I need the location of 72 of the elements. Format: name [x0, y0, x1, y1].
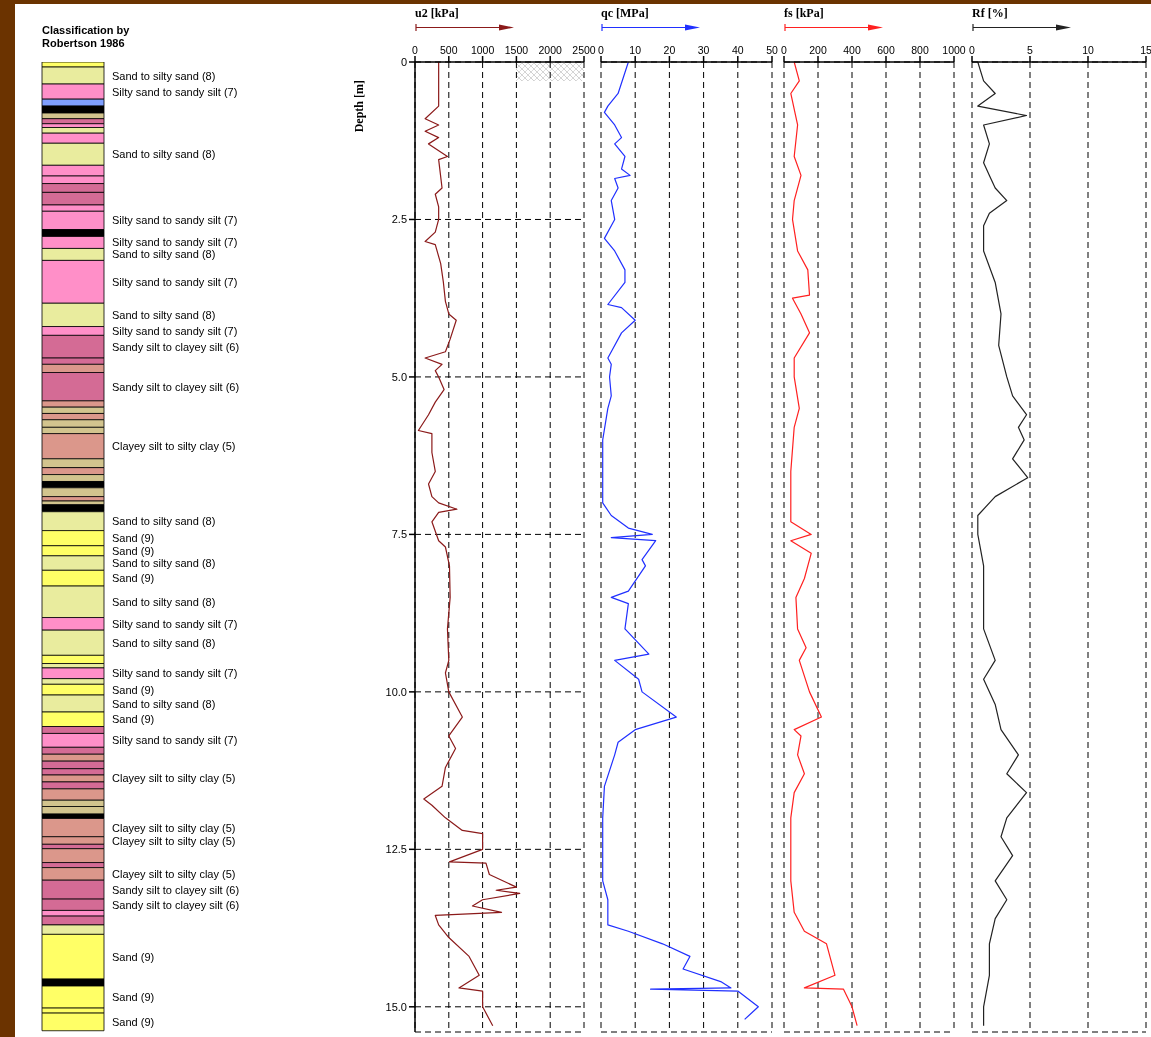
series-label: Sand to silty sand (8) [112, 69, 216, 82]
x-tick-label: 30 [697, 44, 710, 56]
series-label: Clayey silt to silty clay (5) [112, 440, 236, 453]
series-label: Sand (9) [112, 713, 155, 726]
x-axis-title: Rf [%] [972, 6, 1008, 20]
bar [41, 667, 105, 680]
x-axis-title: qc [MPa] [601, 6, 649, 20]
series-label: Sand (9) [112, 683, 155, 696]
series-label: Clayey silt to silty clay (5) [112, 834, 236, 847]
x-tick-label: 15 [1140, 44, 1151, 56]
line-series [417, 62, 521, 1027]
series-label: Sand (9) [112, 950, 155, 963]
series-label: Silty sand to sandy silt (7) [112, 734, 238, 747]
series-label: Sandy silt to clayey silt (6) [112, 340, 240, 353]
y-tick-label: 12.5 [385, 843, 407, 856]
x-axis-title: u2 [kPa] [415, 6, 459, 20]
y-axis-title: Depth [m] [352, 80, 366, 133]
series-label: Silty sand to sandy silt (7) [112, 617, 238, 630]
series-label: Silty sand to sandy silt (7) [112, 85, 238, 98]
x-tick-label: 50 [766, 44, 778, 56]
series-label: Sand to silty sand (8) [112, 148, 216, 161]
chart-title: Classification by Robertson 1986 [42, 24, 130, 49]
x-tick-label: 500 [440, 44, 458, 56]
series-label: Silty sand to sandy silt (7) [112, 236, 238, 249]
series-label: Sand (9) [112, 991, 155, 1004]
x-tick-label: 2500 [572, 44, 596, 56]
series-label: Silty sand to sandy silt (7) [112, 324, 238, 337]
x-tick-label: 10 [629, 44, 642, 56]
bar [41, 848, 105, 863]
x-tick-label: 40 [731, 44, 744, 56]
x-tick-label: 800 [911, 44, 929, 56]
series-label: Sandy silt to clayey silt (6) [112, 898, 240, 911]
y-tick-label: 2.5 [391, 213, 407, 226]
series-label: Sand to silty sand (8) [112, 636, 216, 649]
x-tick-label: 0 [969, 44, 976, 56]
x-tick-label: 0 [781, 44, 788, 56]
x-tick-label: 600 [877, 44, 895, 56]
series-label: Sandy silt to clayey silt (6) [112, 380, 240, 393]
x-tick-label: 10 [1082, 44, 1094, 56]
series-label: Sand to silty sand (8) [112, 557, 216, 570]
series-label: Clayey silt to silty clay (5) [112, 821, 236, 834]
x-tick-label: 0 [598, 44, 605, 56]
x-tick-label: 20 [663, 44, 676, 56]
series-label: Sand to silty sand (8) [112, 595, 216, 608]
y-tick-label: 0 [400, 55, 407, 68]
series-label: Sand (9) [112, 572, 155, 585]
x-tick-label: 2000 [538, 44, 563, 56]
y-tick-label: 5.0 [391, 370, 407, 383]
x-tick-label: 1500 [504, 44, 529, 56]
series-label: Sand (9) [112, 544, 155, 557]
x-tick-label: 5 [1027, 44, 1034, 56]
series-label: Silty sand to sandy silt (7) [112, 214, 238, 227]
series-label: Sand to silty sand (8) [112, 515, 216, 528]
series-label: Silty sand to sandy silt (7) [112, 667, 238, 680]
x-tick-label: 1000 [470, 44, 495, 56]
x-tick-label: 200 [809, 44, 827, 56]
series-label: Sand to silty sand (8) [112, 248, 216, 261]
series-label: Sandy silt to clayey silt (6) [112, 883, 240, 896]
y-tick-label: 7.5 [391, 528, 407, 541]
series-label: Silty sand to sandy silt (7) [112, 275, 238, 288]
y-tick-label: 15.0 [385, 1000, 407, 1013]
series-label: Sand to silty sand (8) [112, 308, 216, 321]
series-label: Clayey silt to silty clay (5) [112, 867, 236, 880]
series-label: Sand to silty sand (8) [112, 697, 216, 710]
x-tick-label: 1000 [942, 44, 966, 56]
series-label: Sand (9) [112, 1015, 155, 1028]
y-tick-label: 10.0 [385, 685, 407, 698]
series-label: Sand (9) [112, 532, 155, 545]
x-tick-label: 400 [843, 44, 861, 56]
x-tick-label: 0 [412, 44, 419, 56]
series-label: Clayey silt to silty clay (5) [112, 772, 236, 785]
x-axis-title: fs [kPa] [784, 6, 824, 20]
